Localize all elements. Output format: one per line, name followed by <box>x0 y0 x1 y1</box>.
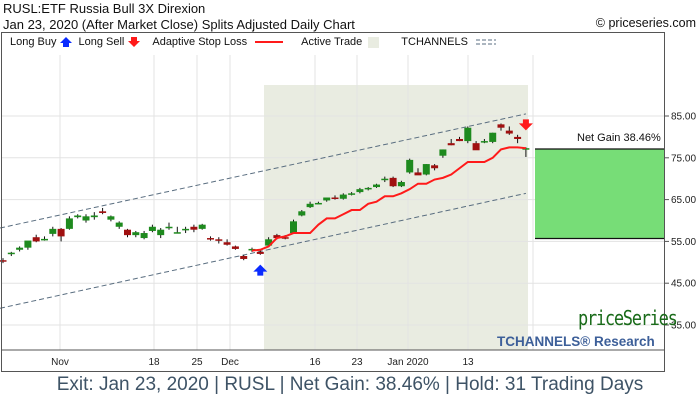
red-line-icon <box>255 41 284 43</box>
svg-text:18: 18 <box>148 357 160 368</box>
active-trade-swatch-icon <box>368 36 380 48</box>
up-arrow-icon <box>60 37 73 47</box>
legend-long-sell-label: Long Sell <box>78 36 125 48</box>
svg-text:35.00: 35.00 <box>671 321 696 332</box>
net-gain-box <box>535 148 665 240</box>
copyright-text: © priceseries.com <box>595 16 696 30</box>
legend-active-trade-label: Active Trade <box>301 36 363 48</box>
legend: Long Buy Long Sell Adaptive Stop Loss Ac… <box>10 36 496 48</box>
dashed-line-icon <box>475 39 496 45</box>
active-trade-region <box>264 85 528 350</box>
legend-long-buy: Long Buy <box>10 36 78 48</box>
brand-name: priceSeries <box>578 306 678 330</box>
trade-summary: Exit: Jan 23, 2020 | RUSL | Net Gain: 38… <box>56 374 644 395</box>
legend-active-trade: Active Trade <box>301 36 401 48</box>
grid <box>2 55 664 350</box>
svg-text:16: 16 <box>309 357 321 368</box>
svg-text:13: 13 <box>462 357 474 368</box>
legend-long-sell: Long Sell <box>78 36 152 48</box>
legend-stop-loss: Adaptive Stop Loss <box>152 36 301 48</box>
svg-text:85.00: 85.00 <box>671 112 696 123</box>
svg-text:23: 23 <box>351 357 363 368</box>
tchannels <box>0 113 527 309</box>
legend-stop-loss-label: Adaptive Stop Loss <box>152 36 248 48</box>
legend-long-buy-label: Long Buy <box>10 36 57 48</box>
down-arrow-icon <box>128 37 141 47</box>
svg-text:Jan 2020: Jan 2020 <box>387 357 429 368</box>
svg-text:Dec: Dec <box>221 357 239 368</box>
chart-subtitle: Jan 23, 2020 (After Market Close) Splits… <box>3 17 355 32</box>
svg-text:Nov: Nov <box>51 357 69 368</box>
trade-markers <box>253 119 533 276</box>
candles <box>0 123 530 264</box>
legend-tchannels: TCHANNELS <box>401 36 496 48</box>
brand-subtitle: TCHANNELS® Research <box>497 334 655 349</box>
svg-text:45.00: 45.00 <box>671 279 696 290</box>
svg-text:25: 25 <box>191 357 203 368</box>
stop-loss-line <box>251 146 527 252</box>
svg-text:75.00: 75.00 <box>671 153 696 164</box>
net-gain-label: Net Gain 38.46% <box>577 132 661 144</box>
legend-tchannels-label: TCHANNELS <box>401 36 468 48</box>
axes: 85.00 75.00 65.00 55.00 45.00 35.00 Nov 18 25 Dec… <box>1 112 696 368</box>
svg-text:55.00: 55.00 <box>671 237 696 248</box>
svg-text:65.00: 65.00 <box>671 195 696 206</box>
chart-frame <box>1 32 665 372</box>
chart-title: RUSL:ETF Russia Bull 3X Direxion <box>3 1 206 16</box>
